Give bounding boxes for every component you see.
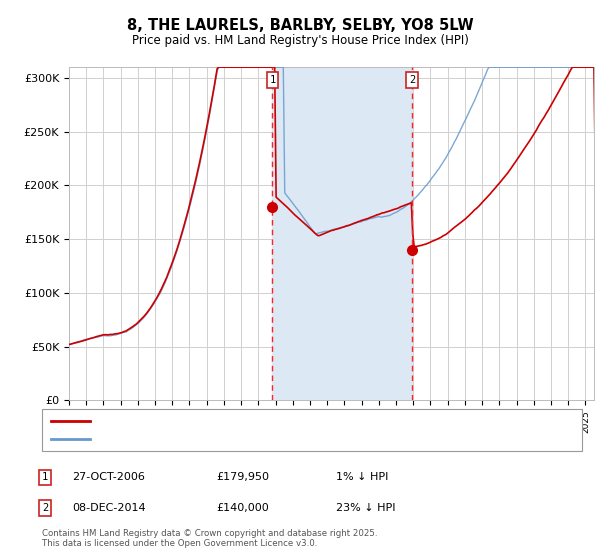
Text: HPI: Average price, semi-detached house, North Yorkshire: HPI: Average price, semi-detached house,…	[97, 434, 399, 444]
Bar	[272, 67, 412, 400]
Text: Contains HM Land Registry data © Crown copyright and database right 2025.
This d: Contains HM Land Registry data © Crown c…	[42, 529, 377, 548]
Text: £140,000: £140,000	[216, 503, 269, 513]
Text: 1% ↓ HPI: 1% ↓ HPI	[336, 472, 388, 482]
Text: 1: 1	[42, 472, 48, 482]
Text: 8, THE LAURELS, BARLBY, SELBY, YO8 5LW: 8, THE LAURELS, BARLBY, SELBY, YO8 5LW	[127, 18, 473, 32]
Text: Price paid vs. HM Land Registry's House Price Index (HPI): Price paid vs. HM Land Registry's House …	[131, 34, 469, 47]
Text: 08-DEC-2014: 08-DEC-2014	[72, 503, 146, 513]
Text: 8, THE LAURELS, BARLBY, SELBY, YO8 5LW (semi-detached house): 8, THE LAURELS, BARLBY, SELBY, YO8 5LW (…	[97, 417, 441, 426]
Text: 2: 2	[409, 75, 415, 85]
Text: 2: 2	[42, 503, 48, 513]
Text: £179,950: £179,950	[216, 472, 269, 482]
Text: 1: 1	[269, 75, 275, 85]
Text: 23% ↓ HPI: 23% ↓ HPI	[336, 503, 395, 513]
Text: 27-OCT-2006: 27-OCT-2006	[72, 472, 145, 482]
